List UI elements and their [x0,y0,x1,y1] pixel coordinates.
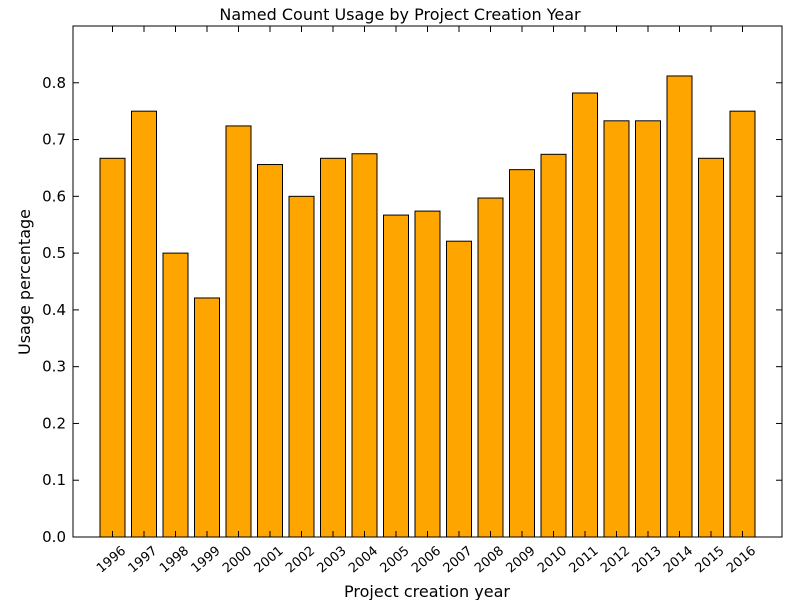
x-axis-label: Project creation year [344,582,510,600]
x-tick-label-1998: 1998 [157,544,192,577]
x-tick-label-2014: 2014 [661,544,696,577]
y-tick-label: 0.1 [42,471,66,489]
plot-frame [72,25,783,538]
bar-2004 [351,153,378,538]
y-axis-label: Usage percentage [15,209,34,355]
y-tick-label: 0.2 [42,414,66,432]
x-tick-label-1996: 1996 [94,544,129,577]
bar-2011 [572,92,598,538]
bar-2000 [225,125,252,538]
x-tick-label-2004: 2004 [346,544,381,577]
x-tick-label-2000: 2000 [220,544,255,577]
bar-2002 [288,195,315,538]
x-tick-label-2003: 2003 [315,544,350,577]
x-tick-label-2010: 2010 [535,544,570,577]
x-tick-label-2002: 2002 [283,544,318,577]
bar-2006 [414,210,441,538]
bar-2005 [383,214,409,538]
bar-2003 [320,157,346,538]
chart-title: Named Count Usage by Project Creation Ye… [219,5,581,24]
x-tick-label-2005: 2005 [378,544,413,577]
x-tick-label-2015: 2015 [693,544,728,577]
x-tick-label-2001: 2001 [252,544,287,577]
x-tick-label-1997: 1997 [126,544,161,577]
bar-2008 [477,197,504,538]
y-tick-label: 0.0 [42,528,66,546]
x-tick-label-2011: 2011 [567,544,602,577]
bar-1996 [99,157,126,538]
y-tick-label: 0.5 [42,244,66,262]
bar-2013 [635,120,661,538]
x-tick-label-2009: 2009 [504,544,539,577]
x-tick-label-1999: 1999 [189,544,224,577]
bar-2001 [257,164,283,538]
y-tick-label: 0.4 [42,301,66,319]
x-tick-label-2016: 2016 [724,544,759,577]
x-tick-label-2013: 2013 [630,544,665,577]
bar-2010 [540,153,567,538]
y-tick-label: 0.3 [42,358,66,376]
bar-2009 [509,169,535,538]
bar-2014 [666,75,693,538]
bars-group [99,75,756,538]
bar-2016 [729,110,756,538]
x-tick-label-2012: 2012 [598,544,633,577]
bar-1999 [194,297,220,538]
x-tick-label-2006: 2006 [409,544,444,577]
y-tick-label: 0.8 [42,74,66,92]
y-axis-ticks: 0.0 0.1 0.2 0.3 0.4 0.5 0.6 0.7 0.8 [42,74,782,546]
y-tick-label: 0.7 [42,131,66,149]
bar-1997 [131,110,157,538]
x-tick-label-2007: 2007 [441,544,476,577]
x-tick-label-2008: 2008 [472,544,507,577]
bar-2015 [698,157,724,538]
bar-1998 [162,252,189,538]
bar-2012 [603,120,630,538]
y-tick-label: 0.6 [42,187,66,205]
bar-2007 [446,240,472,538]
